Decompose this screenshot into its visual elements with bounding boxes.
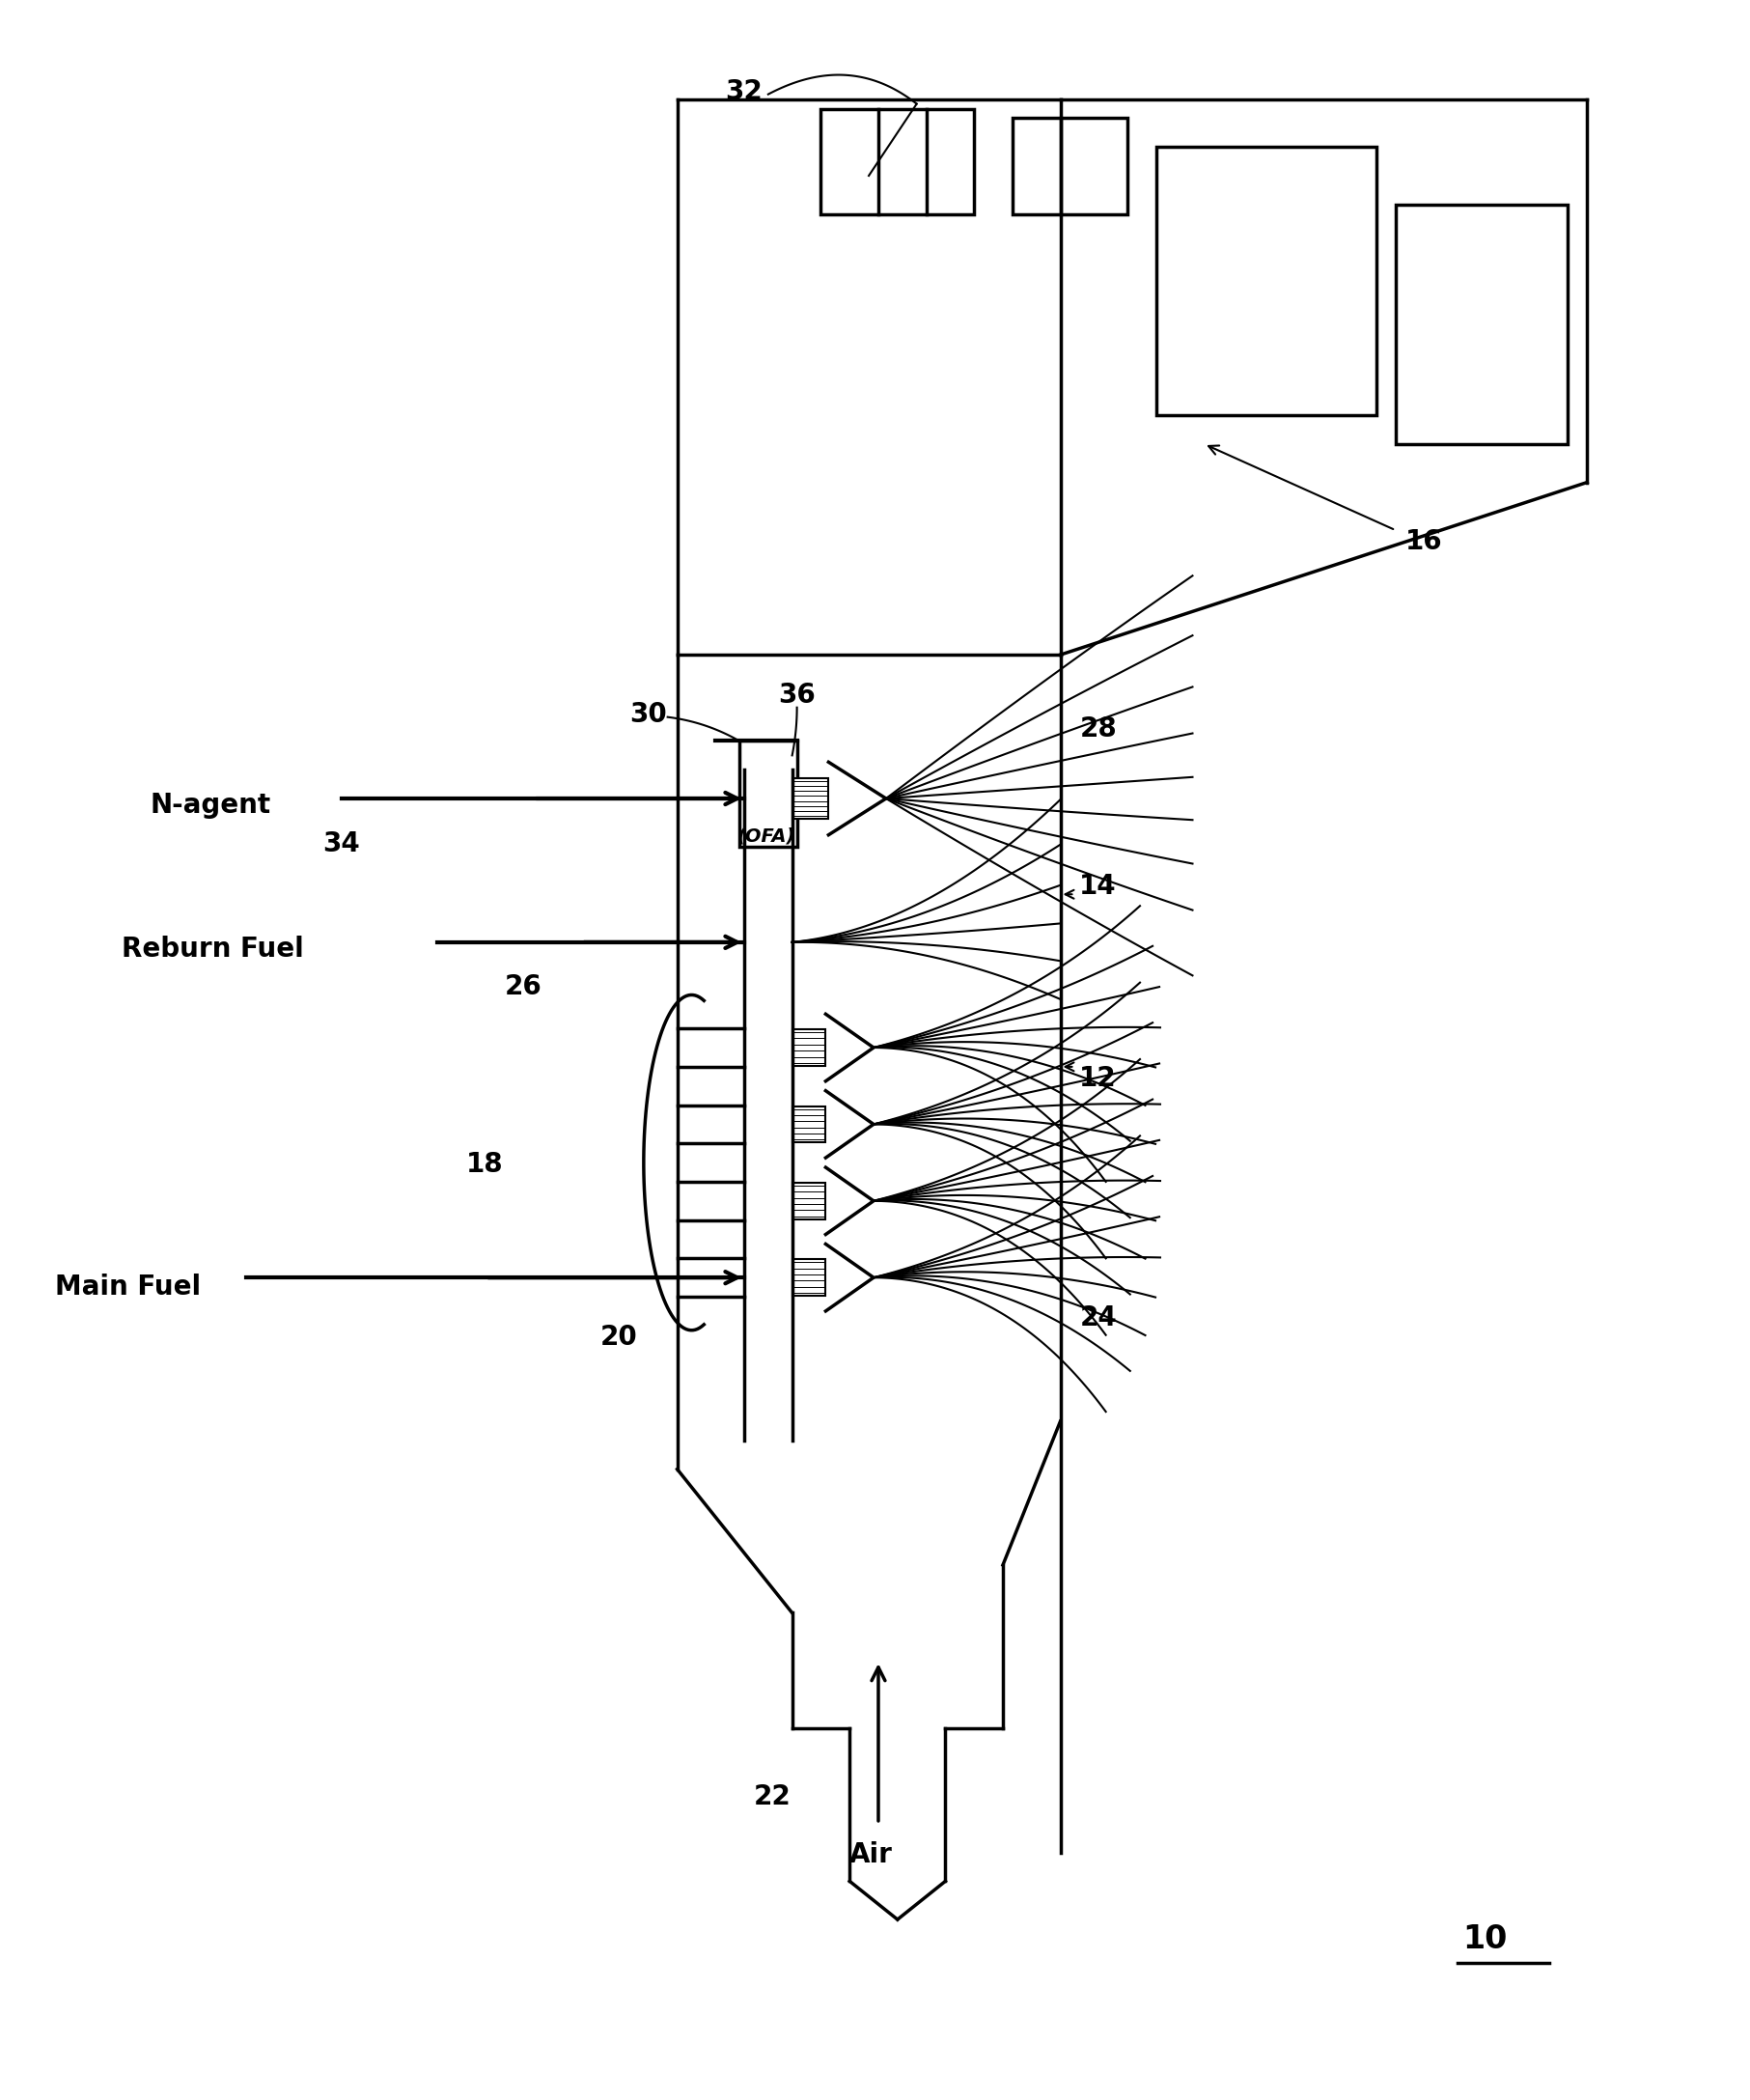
Bar <box>793 1107 826 1142</box>
Text: Reburn Fuel: Reburn Fuel <box>122 934 304 962</box>
Bar <box>793 1029 826 1067</box>
Bar <box>1395 204 1568 443</box>
Text: 24: 24 <box>1080 1304 1117 1331</box>
Text: 22: 22 <box>754 1783 791 1810</box>
Text: Main Fuel: Main Fuel <box>54 1273 201 1300</box>
Bar <box>793 779 828 819</box>
Text: 30: 30 <box>630 701 667 727</box>
Text: 10: 10 <box>1463 1924 1507 1955</box>
Text: 34: 34 <box>322 830 360 857</box>
Bar <box>1013 118 1127 214</box>
Text: Air: Air <box>849 1842 892 1867</box>
Text: 26: 26 <box>504 974 543 1002</box>
Text: 14: 14 <box>1080 874 1117 901</box>
Bar <box>821 109 975 214</box>
Text: 18: 18 <box>467 1151 504 1178</box>
Text: N-agent: N-agent <box>150 792 271 819</box>
Bar <box>1157 147 1377 416</box>
Text: 12: 12 <box>1080 1065 1117 1092</box>
Bar <box>793 1182 826 1220</box>
Text: 36: 36 <box>777 680 816 708</box>
Text: 16: 16 <box>1405 527 1442 554</box>
Bar <box>740 741 796 846</box>
Bar <box>793 1260 826 1296</box>
Text: 28: 28 <box>1080 714 1117 741</box>
Text: 20: 20 <box>600 1323 639 1350</box>
Text: (OFA): (OFA) <box>737 827 794 846</box>
Text: 32: 32 <box>724 78 763 105</box>
